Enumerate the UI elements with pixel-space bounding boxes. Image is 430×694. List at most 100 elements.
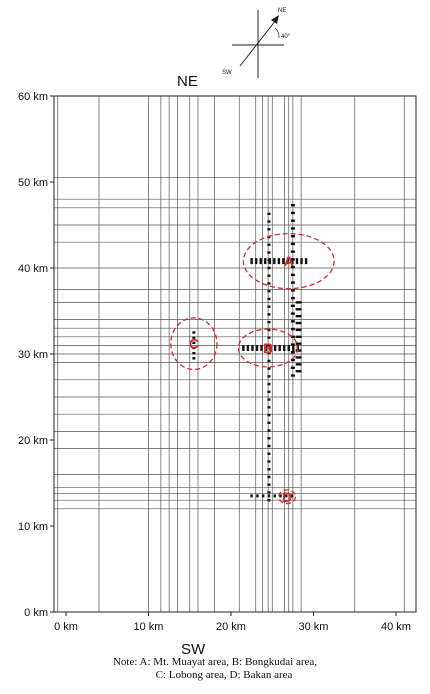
seismic-mark — [267, 328, 271, 332]
seismic-mark — [267, 235, 271, 239]
y-tick-label: 0 km — [24, 607, 48, 619]
seismic-mark — [290, 296, 295, 300]
seismic-mark — [290, 358, 295, 362]
seismic-mark — [285, 494, 288, 498]
area-a-label: A — [284, 253, 294, 269]
seismic-mark — [290, 211, 295, 215]
seismic-mark — [295, 335, 302, 338]
seismic-mark — [267, 491, 271, 494]
x-axis-ticks: 0 km 10 km 20 km 30 km 40 km — [54, 612, 411, 633]
seismic-mark — [290, 250, 295, 253]
seismic-mark — [290, 234, 295, 238]
seismic-mark — [267, 382, 271, 386]
seismic-mark — [290, 219, 295, 222]
seismic-mark — [267, 499, 271, 502]
seismic-mark — [264, 344, 268, 351]
seismic-mark — [290, 265, 295, 269]
seismic-mark — [267, 359, 271, 363]
seismic-mark — [267, 494, 271, 498]
seismic-mark — [295, 356, 302, 359]
seismic-mark — [267, 406, 271, 409]
compass-angle-arc — [274, 27, 280, 39]
seismic-mark — [282, 258, 285, 265]
seismic-mark — [267, 212, 271, 216]
seismic-mark — [295, 308, 302, 311]
seismic-mark — [268, 258, 271, 265]
compass-angle-label: 40° — [281, 34, 291, 40]
seismic-mark — [192, 336, 196, 339]
compass-ne-label: NE — [278, 8, 286, 14]
seismic-mark — [192, 351, 196, 355]
seismic-mark — [267, 251, 271, 254]
seismic-mark — [267, 228, 271, 231]
seismic-mark — [267, 305, 271, 308]
seismic-mark — [261, 494, 265, 498]
seismic-mark — [267, 375, 271, 378]
seismic-mark — [295, 258, 299, 265]
seismic-mark — [290, 327, 295, 331]
seismic-mark — [295, 321, 302, 325]
x-tick-label: 30 km — [299, 621, 329, 633]
x-tick-label: 20 km — [216, 621, 246, 633]
seismic-mark — [267, 290, 271, 293]
seismic-mark — [267, 297, 271, 301]
seismic-mark — [290, 320, 295, 323]
note-line-2: C: Lobong area, D: Bakan area — [155, 669, 293, 681]
y-tick-label: 60 km — [18, 91, 48, 103]
seismic-mark — [267, 367, 271, 370]
seismic-mark — [256, 494, 259, 498]
seismic-mark — [278, 344, 281, 351]
seismic-mark — [251, 344, 254, 351]
seismic-mark — [290, 374, 295, 377]
compass-arrow-head-icon — [271, 15, 279, 24]
seismic-mark — [290, 366, 295, 369]
seismic-mark — [267, 243, 271, 246]
seismic-mark — [290, 227, 295, 230]
seismic-mark — [267, 413, 271, 417]
seismic-mark — [269, 344, 272, 351]
seismic-mark — [267, 282, 271, 285]
seismic-mark — [250, 258, 253, 265]
seismic-mark — [290, 304, 295, 308]
seismic-mark — [246, 344, 250, 351]
seismic-mark — [267, 351, 271, 355]
compass-sw-label: SW — [222, 70, 232, 76]
seismic-mark — [267, 483, 271, 486]
seismic-mark — [295, 363, 302, 366]
seismic-marks — [192, 204, 308, 502]
seismic-mark — [267, 313, 271, 316]
top-direction-label: NE — [177, 73, 198, 90]
grid-lines — [54, 96, 416, 612]
seismic-mark — [267, 266, 271, 270]
seismic-mark — [304, 258, 308, 265]
seismic-mark — [267, 460, 271, 463]
note-line-1: Note: A: Mt. Muayat area, B: Bongkudai a… — [112, 656, 318, 668]
seismic-mark — [295, 328, 302, 332]
seismic-mark — [264, 258, 267, 265]
seismic-mark — [267, 398, 271, 401]
seismic-mark — [267, 390, 271, 394]
seismic-mark — [267, 274, 271, 277]
seismic-mark — [267, 444, 271, 448]
seismic-mark — [267, 220, 271, 223]
area-c-label: C — [189, 336, 199, 352]
area-b-ellipse — [237, 328, 299, 368]
seismic-mark — [267, 320, 271, 324]
seismic-mark — [290, 343, 295, 346]
seismic-mark — [277, 258, 281, 265]
seismic-mark — [295, 342, 302, 345]
seismic-mark — [192, 346, 196, 350]
compass-arrow-line — [239, 19, 277, 67]
seismic-mark — [283, 344, 286, 351]
seismic-mark — [267, 336, 271, 339]
seismic-mark — [290, 273, 295, 277]
seismic-mark — [300, 258, 303, 265]
area-c-ellipse — [170, 317, 218, 371]
x-tick-label: 10 km — [134, 621, 164, 633]
seismic-mark — [267, 344, 271, 347]
seismic-mark — [259, 258, 262, 265]
seismic-mark — [254, 258, 258, 265]
seismic-mark — [273, 258, 276, 265]
seismic-mark — [295, 314, 302, 318]
seismic-mark — [295, 301, 302, 304]
